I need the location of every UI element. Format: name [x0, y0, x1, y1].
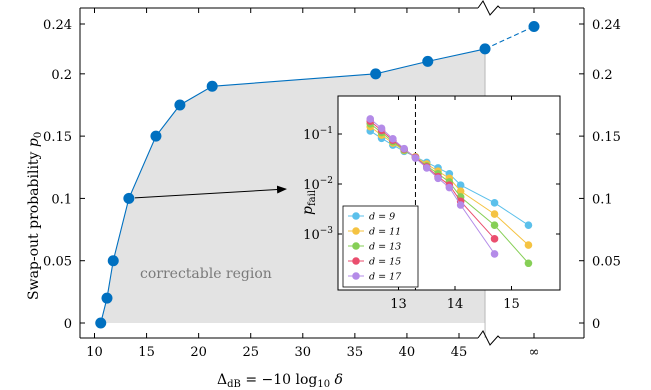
inset-data-point	[366, 115, 374, 123]
data-point	[150, 131, 161, 142]
x-tick-label: 20	[190, 345, 207, 360]
inset-data-point	[446, 184, 454, 192]
legend-marker	[352, 227, 360, 235]
inset-data-point	[491, 250, 499, 258]
inset-data-point	[491, 210, 499, 218]
inset-data-point	[423, 164, 431, 172]
inset-data-point	[491, 235, 499, 243]
y-tick-label: 0.05	[43, 255, 72, 270]
y-tick-label: 0.05	[592, 255, 621, 270]
inset-x-tick-label: 15	[503, 297, 520, 312]
inset-x-tick-label: 14	[447, 297, 464, 312]
legend-label: d = 13	[369, 242, 401, 253]
inset-data-point	[525, 241, 533, 249]
data-point	[108, 255, 119, 266]
x-tick-label: 25	[242, 345, 259, 360]
y-tick-label: 0.24	[592, 18, 621, 33]
data-point	[370, 68, 381, 79]
x-tick-label: 45	[451, 345, 468, 360]
legend-marker	[352, 272, 360, 280]
y-tick-label: 0	[592, 317, 600, 332]
y-tick-label: 0.1	[592, 192, 613, 207]
data-point	[207, 81, 218, 92]
inset-data-point	[525, 259, 533, 267]
y-tick-label: 0.15	[592, 130, 621, 145]
y-tick-label: 0.1	[51, 192, 72, 207]
region-label: correctable region	[140, 266, 272, 282]
legend-label: d = 17	[369, 272, 402, 283]
data-point	[174, 99, 185, 110]
inset-data-point	[412, 154, 420, 162]
data-point	[529, 21, 540, 32]
x-tick-label: ∞	[529, 345, 540, 360]
x-tick-label: 40	[399, 345, 416, 360]
y-tick-label: 0.2	[51, 68, 72, 83]
x-tick-label: 10	[86, 345, 103, 360]
x-tick-label: 35	[347, 345, 364, 360]
legend-marker	[352, 242, 360, 250]
data-point	[480, 43, 491, 54]
bottom-axis-break	[478, 331, 500, 345]
inset-data-point	[378, 125, 386, 133]
data-point	[123, 193, 134, 204]
inset-data-point	[434, 175, 442, 183]
y-tick-label: 0.2	[592, 68, 613, 83]
inset-legend: d = 9 d = 11 d = 13 d = 15 d = 17	[343, 206, 418, 287]
x-axis-title: ΔdB = −10 log10 δ	[217, 372, 343, 390]
legend-marker	[352, 257, 360, 265]
inset-data-point	[491, 199, 499, 207]
top-axis-break	[478, 1, 500, 15]
legend-label: d = 9	[369, 212, 395, 223]
inset-x-tick-label: 13	[390, 297, 407, 312]
x-tick-label: 30	[295, 345, 312, 360]
inset-data-point	[525, 221, 533, 229]
inset-data-point	[389, 135, 397, 143]
data-point	[101, 293, 112, 304]
x-tick-label: 15	[138, 345, 155, 360]
data-point	[95, 318, 106, 329]
y-axis-title: Swap-out probability p0	[26, 132, 44, 300]
legend-label: d = 11	[369, 227, 401, 238]
legend-marker	[352, 212, 360, 220]
data-point	[422, 56, 433, 67]
inset-data-point	[400, 145, 408, 153]
legend-label: d = 15	[369, 257, 401, 268]
inset-data-point	[457, 201, 465, 209]
inset-data-point	[491, 221, 499, 229]
y-tick-label: 0.15	[43, 130, 72, 145]
y-tick-label: 0.24	[43, 18, 72, 33]
y-tick-label: 0	[64, 317, 72, 332]
dashed-extrapolation-line	[485, 26, 534, 48]
